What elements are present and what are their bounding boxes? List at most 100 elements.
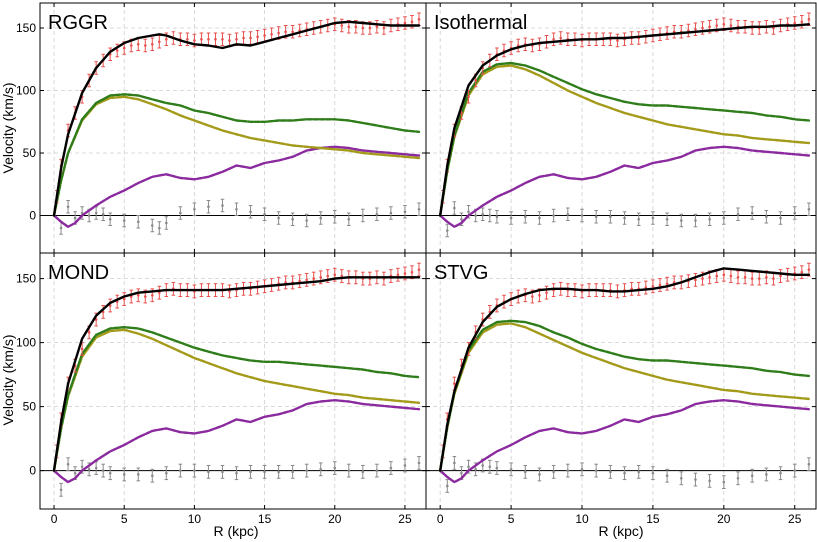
residual-point <box>488 208 492 223</box>
residual-point <box>778 466 783 481</box>
observed-point <box>136 288 141 303</box>
residual-point <box>693 472 698 487</box>
observed-point <box>672 25 676 39</box>
observed-point <box>248 31 253 45</box>
model-line <box>52 276 421 472</box>
residual-point <box>509 211 513 225</box>
observed-series <box>55 12 421 204</box>
residual-point <box>764 210 769 224</box>
residual-point <box>750 206 754 220</box>
observed-point <box>368 271 372 286</box>
observed-point <box>361 271 365 286</box>
panel-frame <box>425 252 817 510</box>
residual-point <box>608 210 613 224</box>
observed-point <box>213 32 218 46</box>
observed-point <box>297 274 302 289</box>
residual-point <box>523 464 528 479</box>
stellar-disk-line <box>439 322 811 472</box>
y-axis-title-bottom: Velocity (km/s) <box>0 334 16 425</box>
observed-point <box>389 269 393 283</box>
x-tick-label: 20 <box>717 512 731 526</box>
residual-point <box>523 210 528 224</box>
total-baryons-line <box>439 61 811 217</box>
panel-rggr: 0 50 100 150 RGGR <box>16 2 427 254</box>
y-tick-label: 150 <box>16 272 36 286</box>
residual-point <box>537 211 542 225</box>
residual-point <box>551 208 556 223</box>
observed-point <box>136 37 141 51</box>
residual-point <box>101 207 105 221</box>
residual-point <box>220 198 225 213</box>
observed-point <box>615 33 620 48</box>
residual-point <box>389 206 393 220</box>
y-tick-label: 100 <box>16 84 36 98</box>
residual-point <box>318 211 323 225</box>
panel-title: STVG <box>434 262 488 284</box>
residual-point <box>736 207 740 221</box>
observed-point <box>792 266 797 281</box>
y-axis-title-top: Velocity (km/s) <box>0 82 16 173</box>
model-line <box>439 23 811 217</box>
residual-point <box>636 212 641 226</box>
x-axis-title-left: R (kpc) <box>213 523 258 539</box>
plot-area <box>52 262 421 497</box>
residual-point <box>807 202 811 216</box>
observed-point <box>792 16 797 30</box>
residual-point <box>192 463 197 478</box>
residual-point <box>792 206 797 220</box>
x-tick-label: 0 <box>51 512 58 526</box>
residual-point <box>150 218 155 233</box>
observed-point <box>396 267 400 282</box>
observed-point <box>502 43 506 58</box>
observed-point <box>192 33 197 48</box>
residual-point <box>101 463 105 478</box>
residual-point <box>480 207 485 221</box>
residual-point <box>361 208 365 223</box>
residual-point <box>566 207 570 221</box>
residual-point <box>59 482 63 497</box>
observed-point <box>171 281 176 296</box>
observed-point <box>686 23 691 38</box>
y-tick-label: 0 <box>29 209 36 223</box>
observed-point <box>115 294 119 309</box>
observed-point <box>750 271 754 286</box>
residual-point <box>566 463 570 478</box>
residual-point <box>262 207 267 221</box>
observed-point <box>622 32 627 46</box>
residual-series <box>445 456 811 493</box>
observed-point <box>771 21 776 35</box>
observed-point <box>729 269 733 283</box>
observed-point <box>693 22 698 36</box>
observed-point <box>206 32 211 46</box>
observed-point <box>743 270 747 285</box>
panel-isothermal: Isothermal <box>425 2 817 254</box>
observed-point <box>403 16 407 30</box>
observed-point <box>382 271 386 286</box>
observed-point <box>800 265 804 280</box>
x-tick-label: 10 <box>188 512 202 526</box>
x-tick-label: 10 <box>575 512 589 526</box>
observed-point <box>629 281 634 296</box>
y-tick-label: 50 <box>23 400 37 414</box>
residual-series <box>59 198 421 235</box>
observed-point <box>290 25 295 39</box>
observed-point <box>122 292 127 306</box>
panel-title: Isothermal <box>434 12 527 34</box>
residual-point <box>736 471 740 486</box>
residual-point <box>150 468 155 483</box>
observed-point <box>283 275 288 290</box>
residual-point <box>417 202 421 216</box>
observed-point <box>551 32 556 46</box>
gas-line <box>52 145 421 229</box>
residual-point <box>66 200 70 214</box>
observed-point <box>644 280 648 295</box>
observed-point <box>290 275 295 290</box>
residual-point <box>417 456 421 470</box>
y-tick-label: 150 <box>16 21 36 35</box>
residual-point <box>234 466 239 481</box>
residual-point <box>580 462 584 477</box>
observed-point <box>757 271 762 286</box>
residual-point <box>488 459 492 474</box>
x-tick-label: 15 <box>646 512 660 526</box>
